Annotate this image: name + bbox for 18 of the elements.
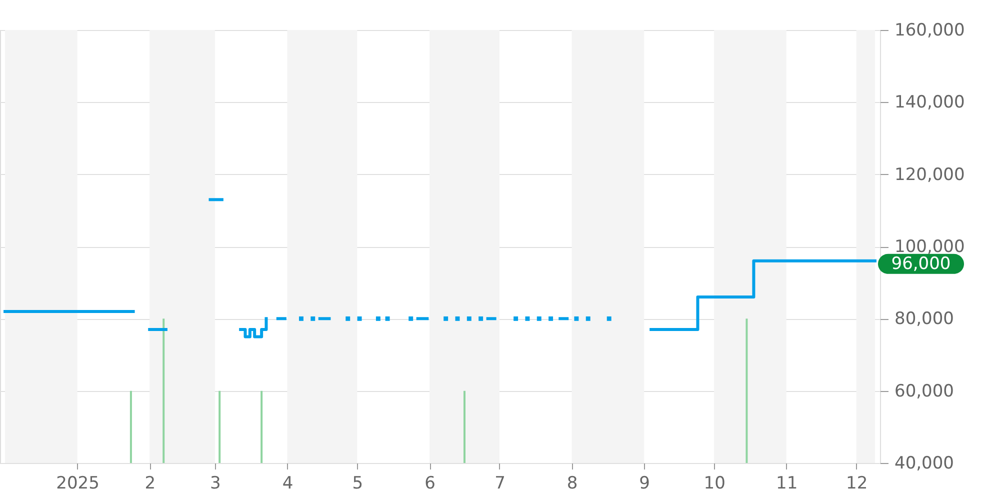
x-tick-label: 12	[846, 474, 868, 494]
x-tick-label: 7	[494, 474, 506, 494]
x-tick-label: 10	[704, 474, 726, 494]
x-tick-label: 3	[210, 474, 221, 494]
y-tick-label: 140,000	[894, 92, 965, 113]
y-tick-label: 80,000	[894, 309, 954, 330]
x-tick-label: 2	[144, 474, 156, 494]
x-tick-label: 5	[352, 474, 364, 494]
x-tick-label: 6	[424, 474, 436, 494]
x-tick-label: 2025	[56, 474, 100, 494]
y-tick-label: 160,000	[894, 20, 965, 40]
y-tick-label: 120,000	[894, 164, 965, 185]
x-tick-label: 11	[776, 474, 798, 494]
y-tick-label: 40,000	[894, 454, 954, 474]
x-tick-label: 9	[639, 474, 650, 494]
x-tick-label: 8	[566, 474, 578, 494]
y-tick-label: 60,000	[894, 381, 954, 402]
x-tick-label: 4	[282, 474, 294, 494]
